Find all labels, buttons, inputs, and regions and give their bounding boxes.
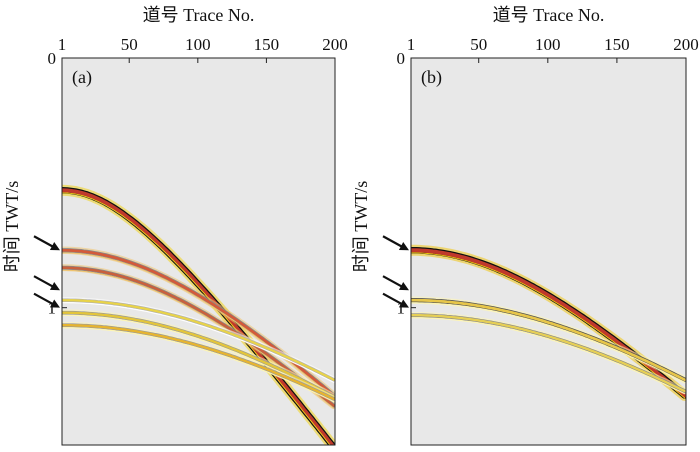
event-edge-1 bbox=[411, 302, 686, 383]
arrow-head-2 bbox=[398, 299, 409, 308]
arrow-head-2 bbox=[49, 299, 60, 308]
x-axis-title: 道号 Trace No. bbox=[143, 5, 255, 25]
arrow-head-0 bbox=[49, 242, 60, 251]
x-tick-label-4: 200 bbox=[673, 35, 699, 54]
event-edge-2 bbox=[411, 317, 686, 395]
arrow-shaft-2 bbox=[382, 292, 404, 306]
events bbox=[411, 244, 686, 401]
x-tick-label-3: 150 bbox=[254, 35, 280, 54]
arrow-shaft-0 bbox=[382, 235, 404, 249]
event-core-2 bbox=[411, 314, 686, 393]
x-tick-label-3: 150 bbox=[604, 35, 630, 54]
y-axis-title: 时间 TWT/s bbox=[2, 181, 22, 273]
arrow-head-1 bbox=[398, 281, 409, 291]
plot-frame bbox=[61, 57, 336, 446]
plot-frame bbox=[410, 57, 687, 446]
panel-label: (a) bbox=[72, 67, 92, 88]
y-tick-label-1: 1 bbox=[48, 299, 57, 318]
y-tick-label-0: 0 bbox=[397, 49, 406, 68]
event-core-0 bbox=[62, 188, 335, 445]
arrow-shaft-2 bbox=[33, 292, 55, 306]
arrow-shaft-1 bbox=[33, 275, 55, 289]
x-tick-label-0: 1 bbox=[407, 35, 416, 54]
arrow-shaft-1 bbox=[382, 275, 404, 289]
x-axis-title: 道号 Trace No. bbox=[493, 5, 605, 25]
event-core-4 bbox=[62, 311, 335, 398]
panel-label: (b) bbox=[421, 67, 442, 88]
y-axis-title: 时间 TWT/s bbox=[351, 181, 371, 273]
x-tick-label-0: 1 bbox=[58, 35, 67, 54]
events bbox=[62, 184, 335, 445]
arrow-head-1 bbox=[49, 281, 60, 291]
event-edge-5 bbox=[62, 327, 335, 402]
event-edge-1 bbox=[62, 252, 335, 399]
x-tick-label-2: 100 bbox=[185, 35, 211, 54]
arrow-shaft-0 bbox=[33, 235, 55, 249]
x-tick-label-2: 100 bbox=[535, 35, 561, 54]
event-edge-3 bbox=[62, 302, 335, 383]
y-tick-label-1: 1 bbox=[397, 299, 406, 318]
event-edge-0 bbox=[62, 192, 331, 445]
x-tick-label-1: 50 bbox=[121, 35, 138, 54]
arrow-head-0 bbox=[398, 242, 409, 251]
y-tick-label-0: 0 bbox=[48, 49, 57, 68]
event-core-1 bbox=[411, 298, 686, 382]
event-core-5 bbox=[62, 324, 335, 401]
x-tick-label-4: 200 bbox=[322, 35, 348, 54]
x-tick-label-1: 50 bbox=[470, 35, 487, 54]
event-core-3 bbox=[62, 299, 335, 381]
